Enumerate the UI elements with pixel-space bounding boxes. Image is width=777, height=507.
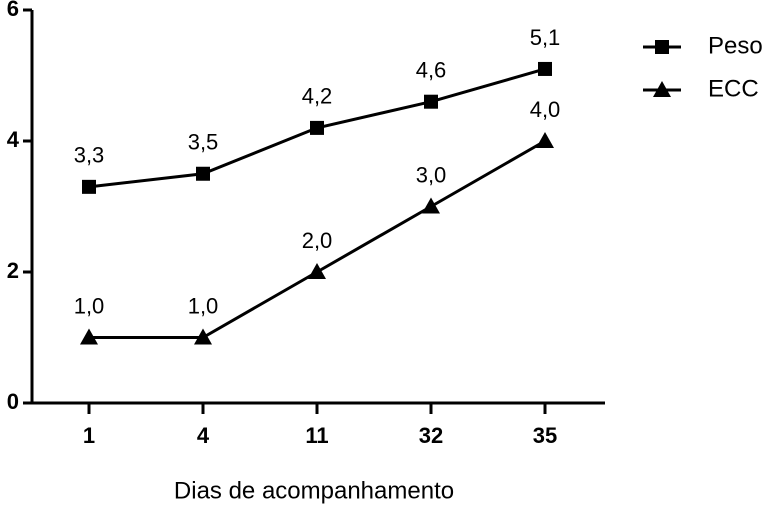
y-tick-label: 0	[7, 389, 19, 414]
y-tick-label: 4	[7, 127, 20, 152]
data-label: 5,1	[530, 25, 561, 50]
legend-label: Peso	[708, 32, 763, 59]
x-tick-label: 35	[533, 423, 557, 448]
data-label: 4,0	[530, 97, 561, 122]
data-label: 3,3	[74, 143, 105, 168]
data-point	[422, 197, 440, 214]
data-point	[310, 120, 324, 135]
data-label: 3,0	[416, 162, 447, 187]
data-point	[536, 132, 554, 148]
y-tick-label: 6	[7, 0, 19, 21]
x-tick-label: 1	[83, 423, 95, 448]
data-point	[82, 179, 96, 194]
data-label: 1,0	[188, 293, 219, 318]
data-point	[538, 61, 552, 76]
data-label: 4,2	[302, 84, 333, 109]
data-label: 3,5	[188, 130, 219, 155]
data-point	[196, 166, 210, 181]
data-point	[80, 328, 98, 345]
legend-label: ECC	[708, 75, 759, 102]
data-label: 2,0	[302, 228, 333, 253]
data-point	[308, 263, 326, 279]
x-tick-label: 32	[419, 423, 443, 448]
data-label: 1,0	[74, 293, 105, 318]
legend-marker	[653, 81, 671, 97]
y-tick-label: 2	[7, 258, 19, 283]
data-point	[424, 94, 438, 109]
x-axis-label: Dias de acompanhamento	[174, 477, 454, 504]
legend-marker	[655, 40, 669, 54]
x-tick-label: 11	[305, 423, 328, 448]
data-point	[194, 328, 212, 345]
data-label: 4,6	[416, 58, 447, 83]
x-tick-label: 4	[197, 423, 210, 448]
